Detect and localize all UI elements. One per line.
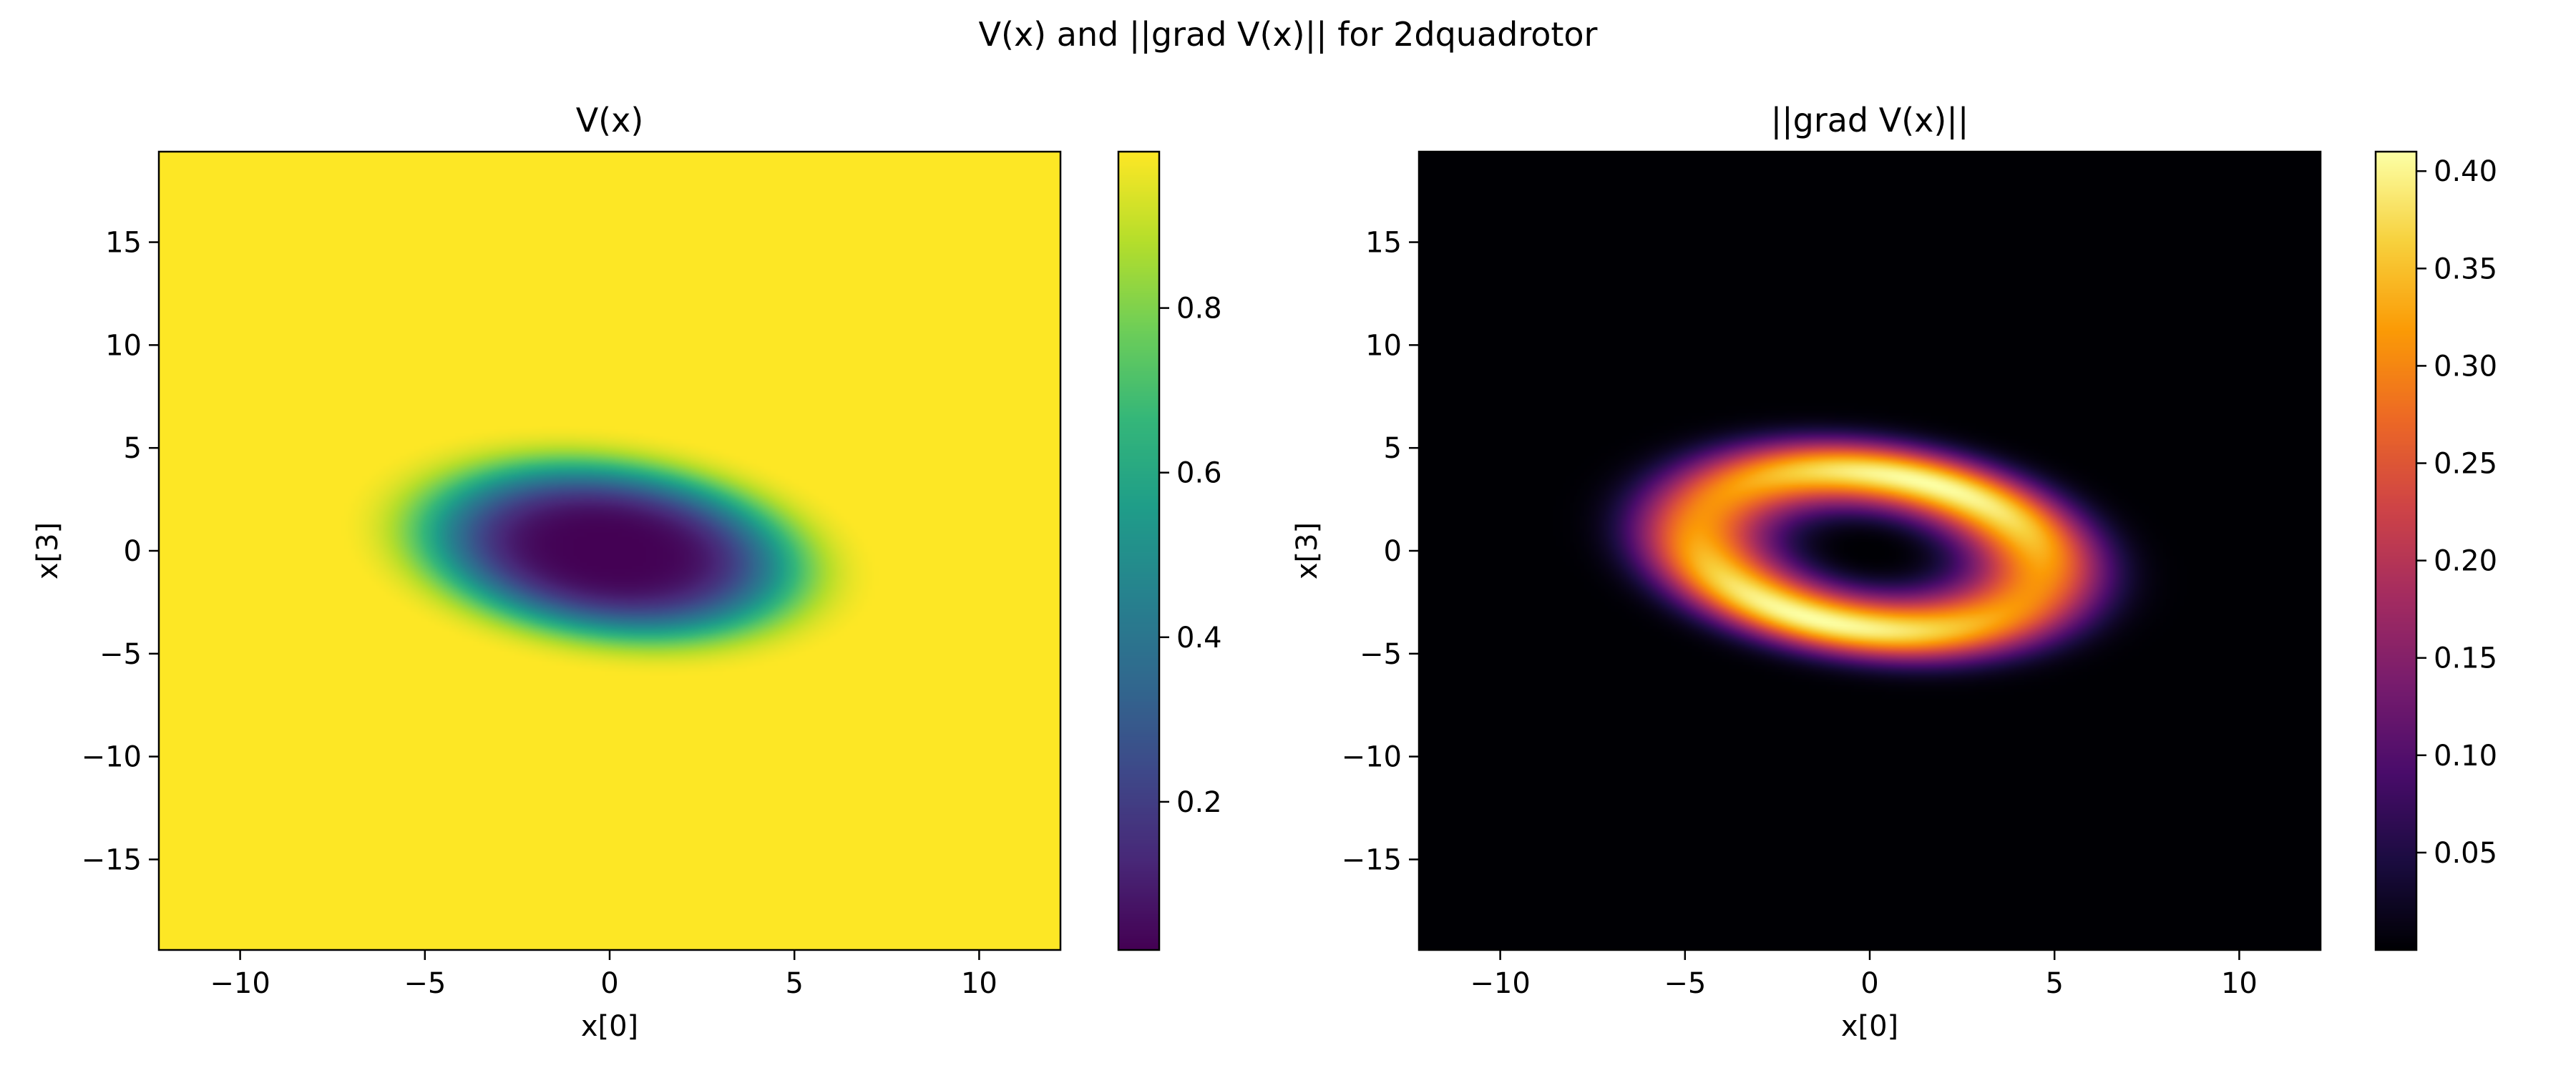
y-tick-label: −10: [1342, 741, 1402, 774]
colorbar-frame-gradient: [2374, 150, 2418, 951]
colorbar-axis-value: 0.2 0.4 0.6 0.8: [1159, 293, 1222, 819]
x-axis-gradient: −10 −5 0 5 10: [1470, 950, 2258, 1000]
y-tick-label: 5: [1384, 432, 1402, 465]
colorbar-tick-label: 0.8: [1176, 293, 1222, 325]
colorbar-tick-label: 0.05: [2434, 837, 2497, 870]
colorbar-axis-gradient: 0.05 0.10 0.15 0.20 0.25 0.30 0.35 0.40: [2416, 155, 2497, 870]
colorbar-tick-label: 0.10: [2434, 740, 2497, 773]
y-tick-label: 15: [105, 227, 142, 260]
panel-gradient: ||grad V(x)|| −10 −5 0 5 10 −15 −10 −5 0 5 10 15 x…: [1291, 101, 2497, 1043]
x-tick-label: 0: [600, 967, 618, 1000]
x-tick-label: −5: [404, 967, 446, 1000]
x-tick-label: −10: [210, 967, 270, 1000]
y-tick-label: −15: [82, 843, 142, 876]
colorbar-tick-label: 0.25: [2434, 448, 2497, 481]
panel-title-value: V(x): [576, 101, 644, 139]
heatmap-gradient: [1419, 152, 2321, 950]
heatmap-value: [159, 152, 1060, 950]
colorbar-tick-label: 0.40: [2434, 155, 2497, 188]
y-tick-label: 10: [1365, 329, 1402, 362]
colorbar-gradient: [2376, 152, 2416, 950]
figure-title: V(x) and ||grad V(x)|| for 2dquadrotor: [979, 15, 1598, 54]
y-tick-label: −5: [1360, 638, 1402, 671]
colorbar-tick-label: 0.2: [1176, 786, 1222, 819]
y-tick-label: 15: [1365, 227, 1402, 260]
y-tick-label: 5: [124, 432, 142, 465]
colorbar-tick-label: 0.15: [2434, 642, 2497, 675]
x-axis-value: −10 −5 0 5 10: [210, 950, 997, 1000]
x-tick-label: 5: [785, 967, 803, 1000]
y-tick-label: −15: [1342, 843, 1402, 876]
x-axis-label-gradient: x[0]: [1841, 1010, 1898, 1043]
y-axis-value: −15 −10 −5 0 5 10 15: [82, 227, 159, 876]
x-tick-label: 5: [2045, 967, 2063, 1000]
x-axis-label-value: x[0]: [581, 1010, 638, 1043]
y-tick-label: −10: [82, 741, 142, 774]
y-axis-gradient: −15 −10 −5 0 5 10 15: [1342, 227, 1419, 876]
colorbar-tick-label: 0.30: [2434, 350, 2497, 383]
y-axis-label-gradient: x[3]: [1291, 522, 1324, 579]
x-tick-label: 0: [1860, 967, 1878, 1000]
y-tick-label: 10: [105, 329, 142, 362]
colorbar-tick-label: 0.20: [2434, 545, 2497, 578]
colorbar-value: [1118, 152, 1159, 950]
y-tick-label: 0: [124, 535, 142, 568]
colorbar-tick-label: 0.4: [1176, 622, 1222, 655]
x-tick-label: 10: [2221, 967, 2258, 1000]
x-tick-label: −10: [1470, 967, 1530, 1000]
panel-title-gradient: ||grad V(x)||: [1771, 101, 1969, 140]
x-tick-label: 10: [961, 967, 997, 1000]
colorbar-tick-label: 0.6: [1176, 457, 1222, 490]
colorbar-tick-label: 0.35: [2434, 253, 2497, 285]
y-tick-label: 0: [1384, 535, 1402, 568]
y-tick-label: −5: [99, 638, 142, 671]
colorbar-frame-value: [1117, 150, 1161, 951]
y-axis-label-value: x[3]: [31, 522, 64, 579]
x-tick-label: −5: [1664, 967, 1706, 1000]
